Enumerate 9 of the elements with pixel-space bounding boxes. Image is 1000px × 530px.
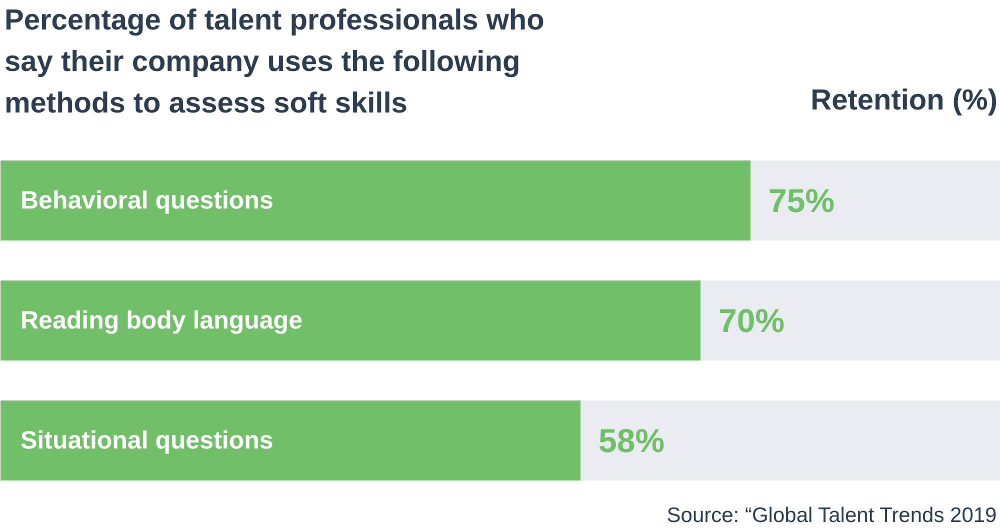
y-tick-label: Reading body language: [20, 306, 303, 334]
data-label: 75%: [768, 182, 835, 219]
data-label: 70%: [718, 302, 785, 339]
data-label: 58%: [598, 422, 665, 459]
y-tick-label: Situational questions: [20, 426, 274, 454]
chart-title: Percentage of talent professionals who say their company uses the following methods to assess soft skills: [4, 4, 544, 120]
source-note: Source: “Global Talent Trends 2019: [666, 504, 997, 527]
y-tick-label: Behavioral questions: [20, 186, 274, 214]
x-axis-title: Retention (%): [810, 84, 998, 116]
